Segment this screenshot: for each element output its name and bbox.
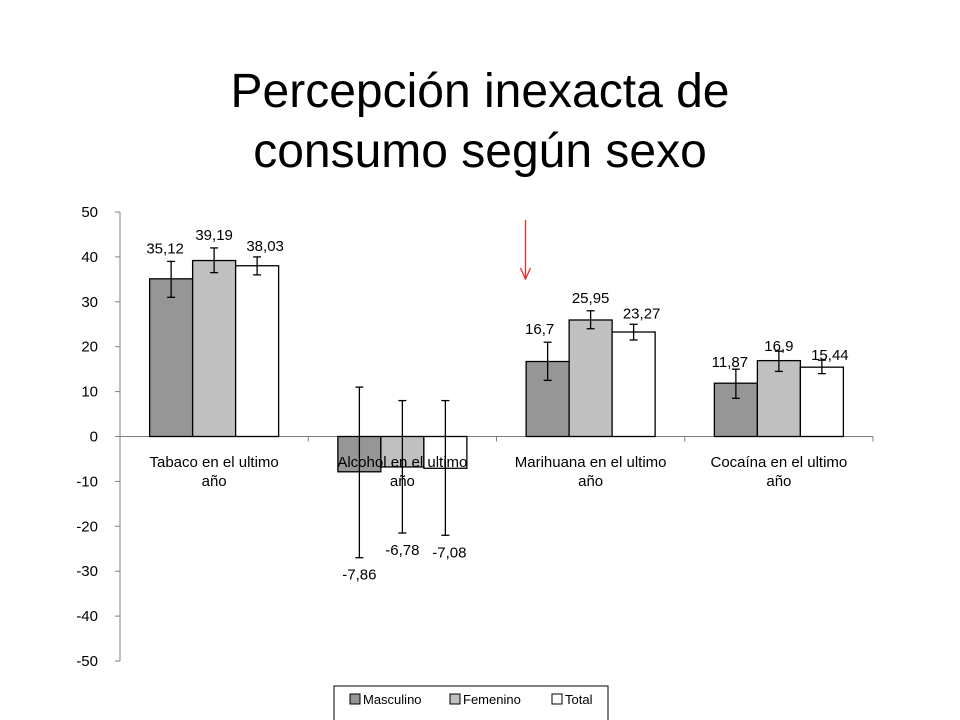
data-label-masculino: -7,86 [342,567,376,584]
data-label-masculino: 16,7 [525,321,554,338]
slide-title: Percepción inexacta de consumo según sex… [0,62,960,182]
x-category-label: año [390,473,415,490]
bar-masculino [148,278,194,438]
legend-swatch-femenino [449,693,461,705]
data-label-femenino: 39,19 [195,227,233,244]
x-category-label: Cocaína en el ultimo [711,454,848,471]
y-tick-label: 0 [90,429,98,446]
y-tick-label: -20 [76,518,98,535]
legend-swatch-total [551,693,563,705]
x-category-label: año [766,473,791,490]
legend-swatch-masculino [349,693,361,705]
data-label-masculino: 11,87 [712,354,748,371]
data-label-total: 15,44 [811,347,849,364]
legend-label-total: Total [565,692,593,707]
y-tick-label: 20 [81,339,98,356]
x-category-label: Tabaco en el ultimo [150,454,279,471]
y-tick-label: 40 [81,249,98,266]
y-tick-label: 10 [81,384,98,401]
y-tick-label: -50 [76,653,98,670]
slide-title-line-2: consumo según sexo [253,125,707,178]
data-label-femenino: 25,95 [572,290,610,307]
bar-femenino [191,259,237,438]
y-tick-label: 50 [81,204,98,221]
bar-total [234,265,280,438]
data-label-total: -7,08 [432,544,466,561]
bar-femenino [568,319,613,438]
bar-total [611,331,656,438]
x-category-label: Alcohol en el ultimo [337,454,467,471]
y-tick-label: -40 [76,608,98,625]
data-label-masculino: 35,12 [146,240,184,257]
data-label-femenino: -6,78 [385,542,419,559]
data-label-total: 23,27 [623,305,661,322]
data-label-total: 38,03 [246,238,284,255]
annotation-arrow-head [519,267,532,281]
x-category-label: año [578,473,603,490]
slide-title-line-1: Percepción inexacta de [230,65,730,118]
y-tick-label: -30 [76,563,98,580]
legend-label-femenino: Femenino [463,692,521,707]
y-tick-label: 30 [81,294,98,311]
legend-label-masculino: Masculino [363,692,422,707]
x-category-label: Marihuana en el ultimo [515,454,667,471]
bar-total [799,366,845,438]
x-category-label: año [202,473,227,490]
data-label-femenino: 16,9 [764,338,793,355]
y-tick-label: -10 [76,473,98,490]
